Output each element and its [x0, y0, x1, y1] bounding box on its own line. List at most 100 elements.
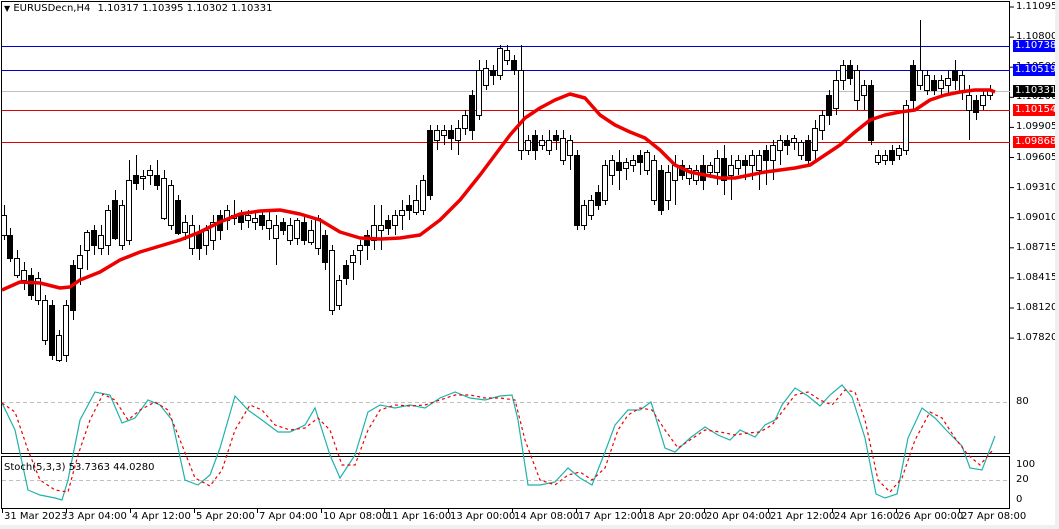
candle-body [14, 258, 20, 276]
candle-body [175, 200, 181, 234]
candle-body [266, 220, 272, 229]
candle-body [147, 170, 153, 176]
collapse-arrow-icon[interactable]: ▼ [4, 4, 11, 13]
candle-body [525, 140, 531, 151]
time-axis-label: 20 Apr 04:00 [706, 511, 772, 522]
time-axis-label: 17 Apr 12:00 [578, 511, 644, 522]
candle-body [308, 230, 314, 243]
candle-body [350, 255, 356, 263]
price-axis-label: 1.08120 [1016, 302, 1058, 313]
candle-body [434, 130, 440, 141]
candle-body [133, 175, 139, 184]
candle-body [105, 210, 111, 246]
candle-body [336, 280, 342, 306]
price-axis-label: 1.08715 [1016, 241, 1058, 253]
candle-body [84, 232, 90, 251]
price-axis-label: 1.09010 [1016, 211, 1058, 223]
candle-body [343, 265, 349, 279]
price-level-tag: 1.09868 [1013, 136, 1057, 148]
candle-body [490, 70, 496, 76]
candle-body [588, 200, 594, 216]
candle-body [896, 148, 902, 156]
candle-body [553, 135, 559, 141]
candle-body [315, 218, 321, 249]
candle-body [497, 48, 503, 76]
candle-body [245, 215, 251, 221]
candle-body [259, 215, 265, 226]
candle-body [119, 205, 125, 246]
price-axis-label: 1.08415 [1016, 271, 1058, 283]
candle-body [721, 158, 727, 181]
time-axis-label: 4 Apr 12:00 [132, 511, 191, 522]
price-axis-label: 1.09605 [1016, 151, 1058, 163]
candle-body [756, 155, 762, 171]
candle-body [784, 140, 790, 146]
candle-body [77, 255, 83, 269]
candle-body [462, 115, 468, 129]
candle-body [511, 60, 517, 71]
candle-body [273, 225, 279, 239]
candle-body [518, 70, 524, 151]
candle-body [854, 70, 860, 101]
candle-body [623, 162, 629, 169]
candle-body [651, 160, 657, 201]
candle-body [392, 215, 398, 226]
candle-body [910, 65, 916, 101]
stoch-axis-label: 20 [1016, 474, 1029, 485]
price-axis-label: 1.11095 [1016, 1, 1058, 12]
time-axis-label: 14 Apr 08:00 [514, 511, 580, 522]
candle-body [469, 95, 475, 131]
current-price-tag: 1.10331 [1013, 85, 1057, 97]
candle-body [98, 235, 104, 249]
stoch-panel-frame [1, 456, 1010, 509]
candle-body [924, 75, 930, 91]
candle-body [28, 275, 34, 296]
candle-body [665, 172, 671, 201]
candle-body [868, 85, 874, 141]
candle-body [504, 50, 510, 61]
candle-body [581, 205, 587, 226]
candle-body [952, 70, 958, 81]
candle-body [728, 165, 734, 176]
candle-body [532, 135, 538, 151]
candle-body [238, 215, 244, 223]
candle-body [301, 222, 307, 241]
main-panel-frame [1, 1, 1010, 454]
candle-body [777, 140, 783, 151]
candle-body [161, 178, 167, 219]
price-level-tag: 1.10738 [1013, 40, 1057, 52]
candle-body [126, 180, 132, 241]
candle-body [847, 65, 853, 79]
stoch-axis-label: 80 [1016, 396, 1029, 407]
candle-body [252, 218, 258, 223]
stochastic-header: Stoch(5,3,3) 53.7363 44.0280 [4, 462, 155, 473]
candle-body [35, 278, 41, 301]
time-axis-label: 3 Apr 04:00 [68, 511, 127, 522]
candle-body [637, 155, 643, 163]
candle-body [609, 160, 615, 176]
candle-body [322, 235, 328, 263]
candle-body [21, 270, 27, 281]
candle-body [980, 95, 986, 106]
candle-body [889, 150, 895, 161]
price-level-tag: 1.10519 [1013, 64, 1057, 76]
candle-body [154, 175, 160, 186]
time-axis-label: 18 Apr 20:00 [642, 511, 708, 522]
stoch-d-line [1, 389, 993, 493]
candle-body [182, 222, 188, 233]
candle-body [546, 140, 552, 151]
time-axis-label: 7 Apr 04:00 [259, 511, 318, 522]
candle-body [399, 210, 405, 216]
time-axis-label: 27 Apr 08:00 [961, 511, 1027, 522]
candle-body [735, 160, 741, 169]
time-axis-label: 24 Apr 16:00 [834, 511, 900, 522]
candle-body [427, 130, 433, 196]
price-axis-label: 1.09310 [1016, 181, 1058, 193]
candle-body [742, 160, 748, 166]
candle-body [973, 100, 979, 113]
chart-header: ▼ EURUSDecn,H4 1.10317 1.10395 1.10302 1… [4, 3, 273, 14]
candle-body [805, 140, 811, 161]
candle-body [917, 70, 923, 86]
